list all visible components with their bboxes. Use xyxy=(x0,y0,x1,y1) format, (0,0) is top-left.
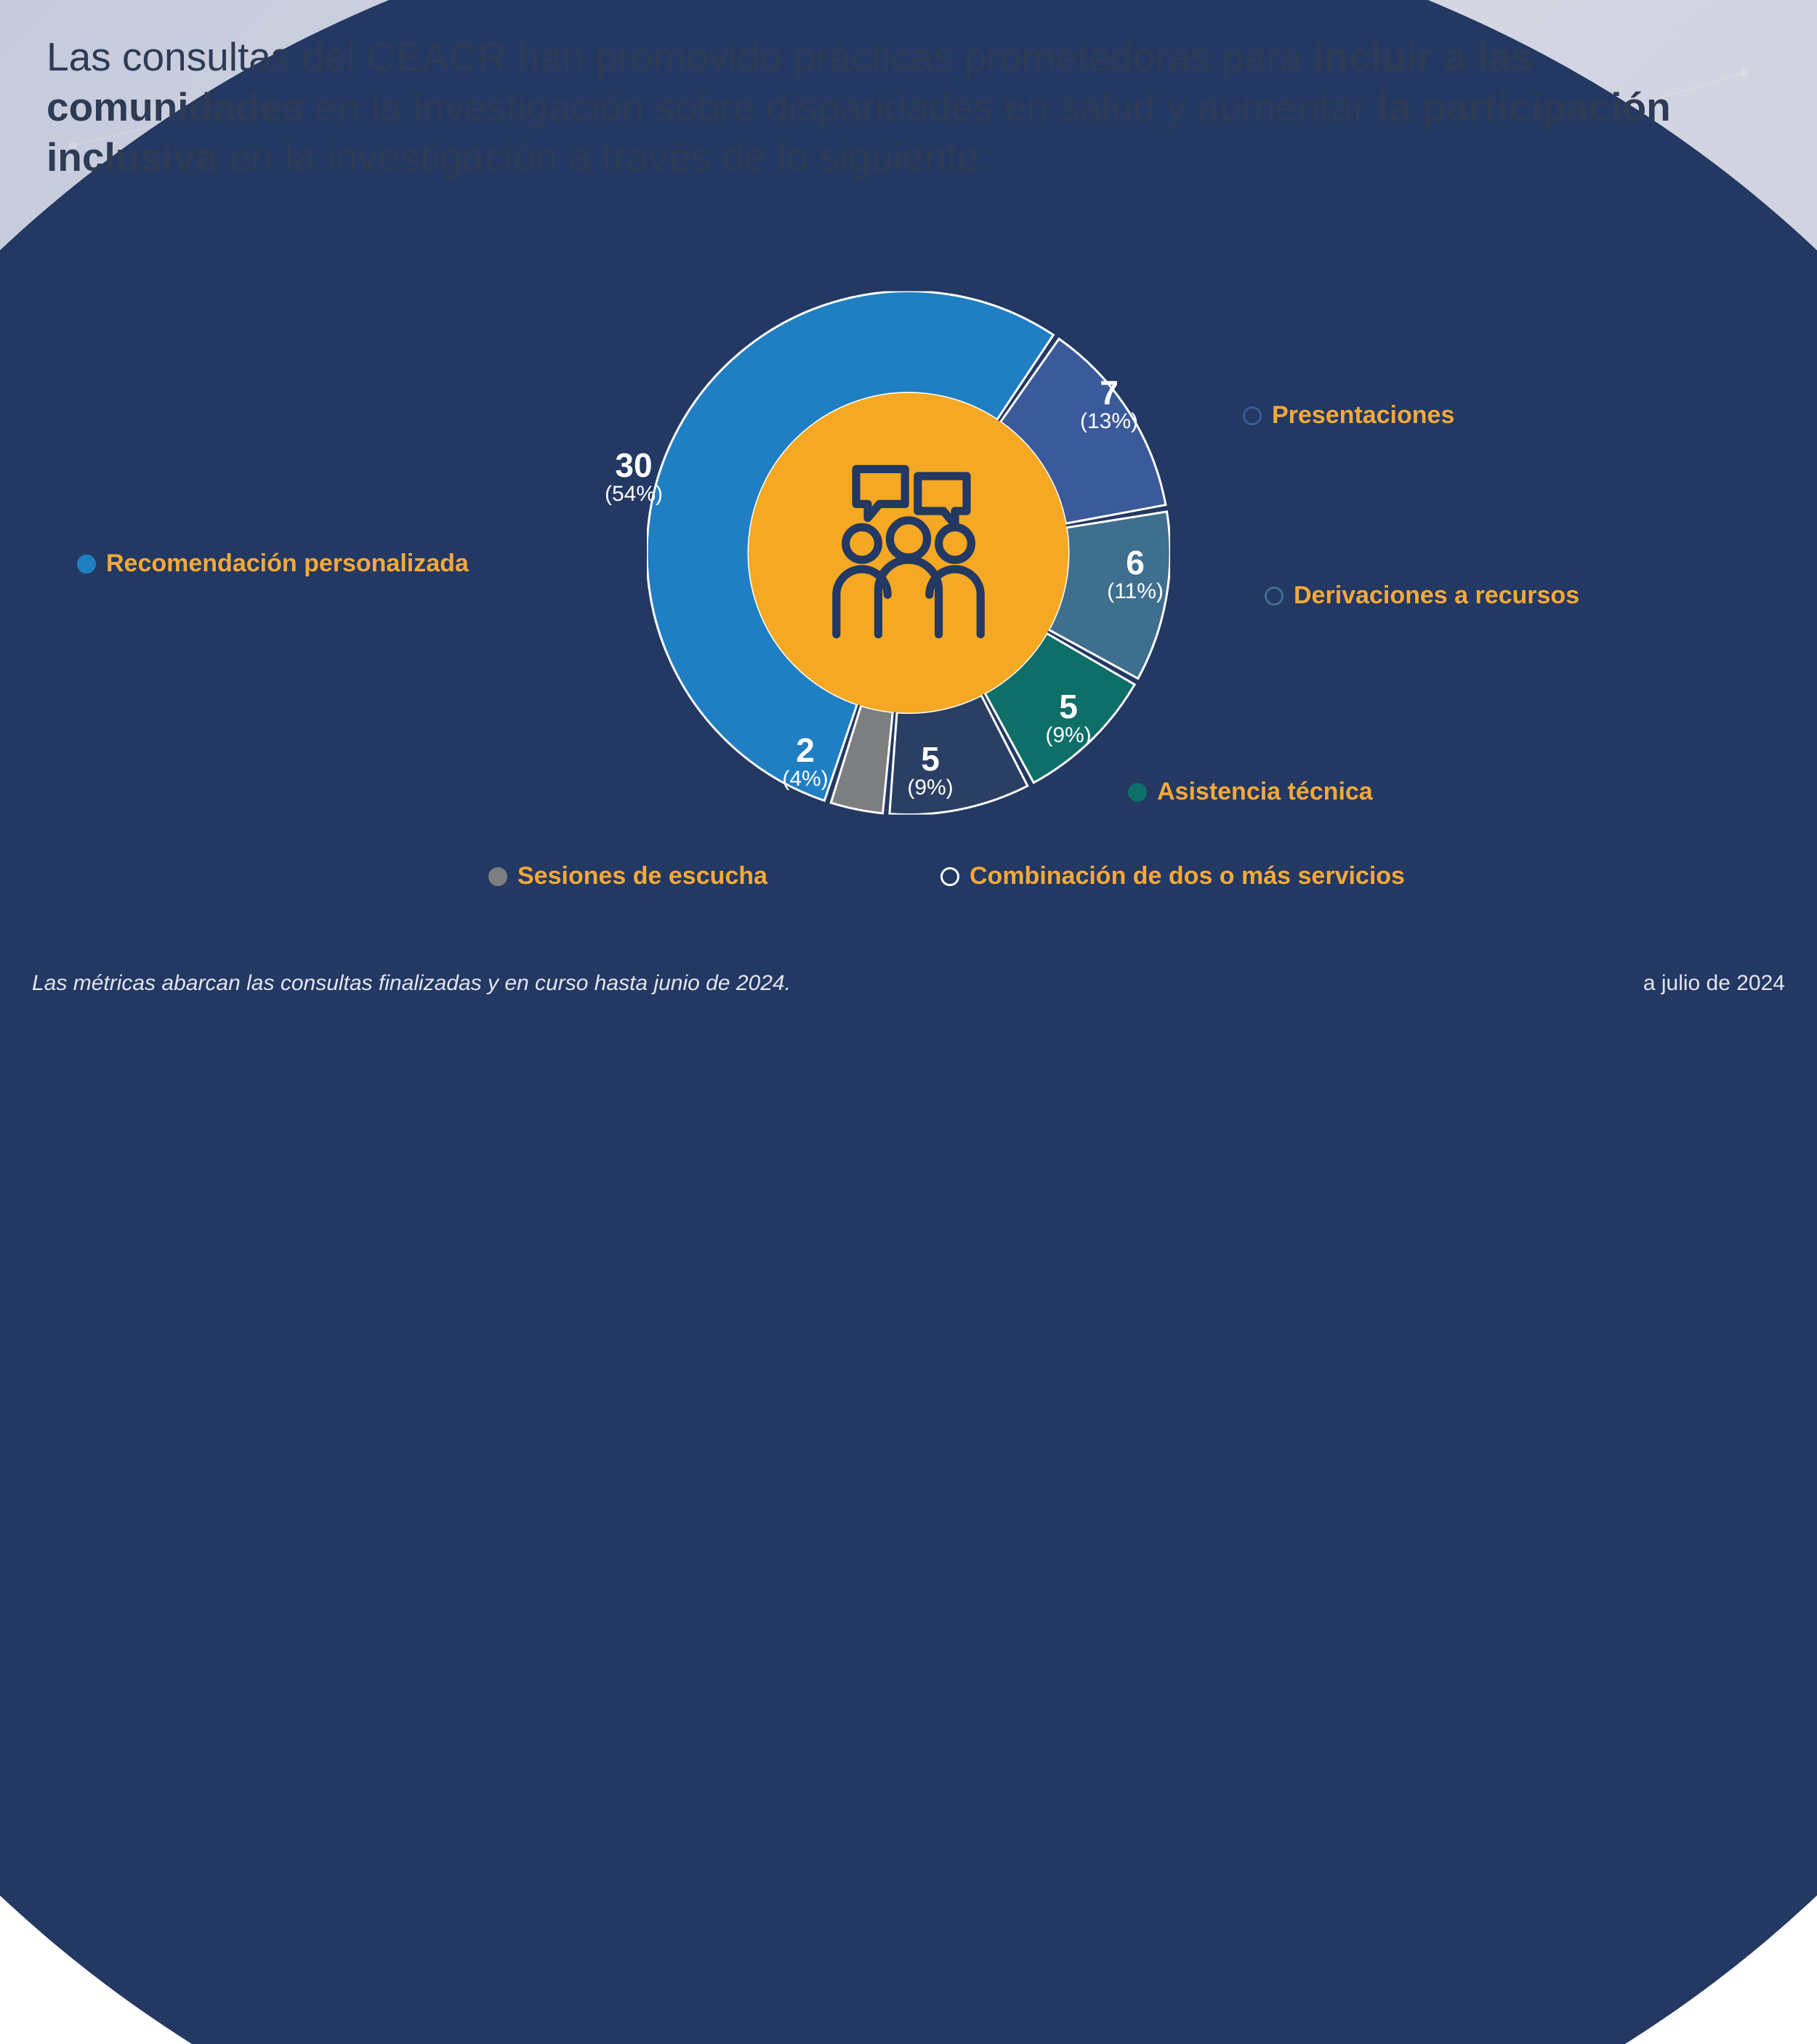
slice-value-presentaciones: 7 xyxy=(1080,375,1138,410)
slice-label-combinacion: 5(9%) xyxy=(907,741,953,800)
legend-dot-derivaciones xyxy=(1265,587,1284,605)
slice-label-asistencia: 5(9%) xyxy=(1045,689,1091,747)
slide-title: Las consultas del CEACR han promovido pr… xyxy=(47,32,1770,182)
slice-value-recomendacion: 30 xyxy=(605,448,663,483)
title-text-2: en la investigación sobre disparidades e… xyxy=(305,84,1378,129)
slice-pct-combinacion: (9%) xyxy=(907,776,953,800)
slice-label-sesiones: 2(4%) xyxy=(782,733,828,791)
slice-pct-presentaciones: (13%) xyxy=(1080,410,1138,433)
legend-label-asistencia: Asistencia técnica xyxy=(1157,778,1373,806)
title-text-1: Las consultas del CEACR han promovido pr… xyxy=(47,34,1313,79)
legend-combinacion: Combinación de dos o más servicios xyxy=(940,862,1405,890)
slice-pct-asistencia: (9%) xyxy=(1045,724,1091,747)
legend-dot-presentaciones xyxy=(1243,406,1262,425)
legend-label-sesiones: Sesiones de escucha xyxy=(517,862,768,890)
legend-asistencia: Asistencia técnica xyxy=(1128,778,1373,806)
slice-value-asistencia: 5 xyxy=(1045,689,1091,724)
title-text-3: en la investigación a través de lo sigui… xyxy=(217,134,991,180)
footnote-left: Las métricas abarcan las consultas final… xyxy=(32,971,791,996)
legend-label-derivaciones: Derivaciones a recursos xyxy=(1294,582,1579,610)
infographic-slide: Las consultas del CEACR han promovido pr… xyxy=(0,0,1817,1022)
slice-label-presentaciones: 7(13%) xyxy=(1080,375,1138,433)
slice-value-sesiones: 2 xyxy=(782,733,828,768)
slice-value-derivaciones: 6 xyxy=(1107,545,1164,580)
slice-pct-sesiones: (4%) xyxy=(782,768,828,791)
donut-center-circle xyxy=(749,393,1068,713)
legend-dot-asistencia xyxy=(1128,783,1147,802)
legend-presentaciones: Presentaciones xyxy=(1243,401,1454,430)
slice-label-recomendacion: 30(54%) xyxy=(605,448,663,506)
footnote-right: a julio de 2024 xyxy=(1643,971,1785,996)
slice-pct-derivaciones: (11%) xyxy=(1107,580,1164,603)
legend-derivaciones: Derivaciones a recursos xyxy=(1265,582,1579,610)
slice-value-combinacion: 5 xyxy=(907,741,953,776)
slice-label-derivaciones: 6(11%) xyxy=(1107,545,1164,603)
legend-sesiones: Sesiones de escucha xyxy=(488,862,768,890)
legend-dot-sesiones xyxy=(488,867,507,886)
legend-label-presentaciones: Presentaciones xyxy=(1272,401,1454,430)
legend-dot-combinacion xyxy=(940,867,959,886)
legend-dot-recomendacion xyxy=(77,555,96,574)
legend-label-recomendacion: Recomendación personalizada xyxy=(106,550,469,578)
donut-chart xyxy=(647,291,1170,815)
slice-pct-recomendacion: (54%) xyxy=(605,483,663,506)
people-speech-icon xyxy=(792,437,1025,669)
legend-label-combinacion: Combinación de dos o más servicios xyxy=(970,862,1405,890)
legend-recomendacion: Recomendación personalizada xyxy=(77,550,469,578)
